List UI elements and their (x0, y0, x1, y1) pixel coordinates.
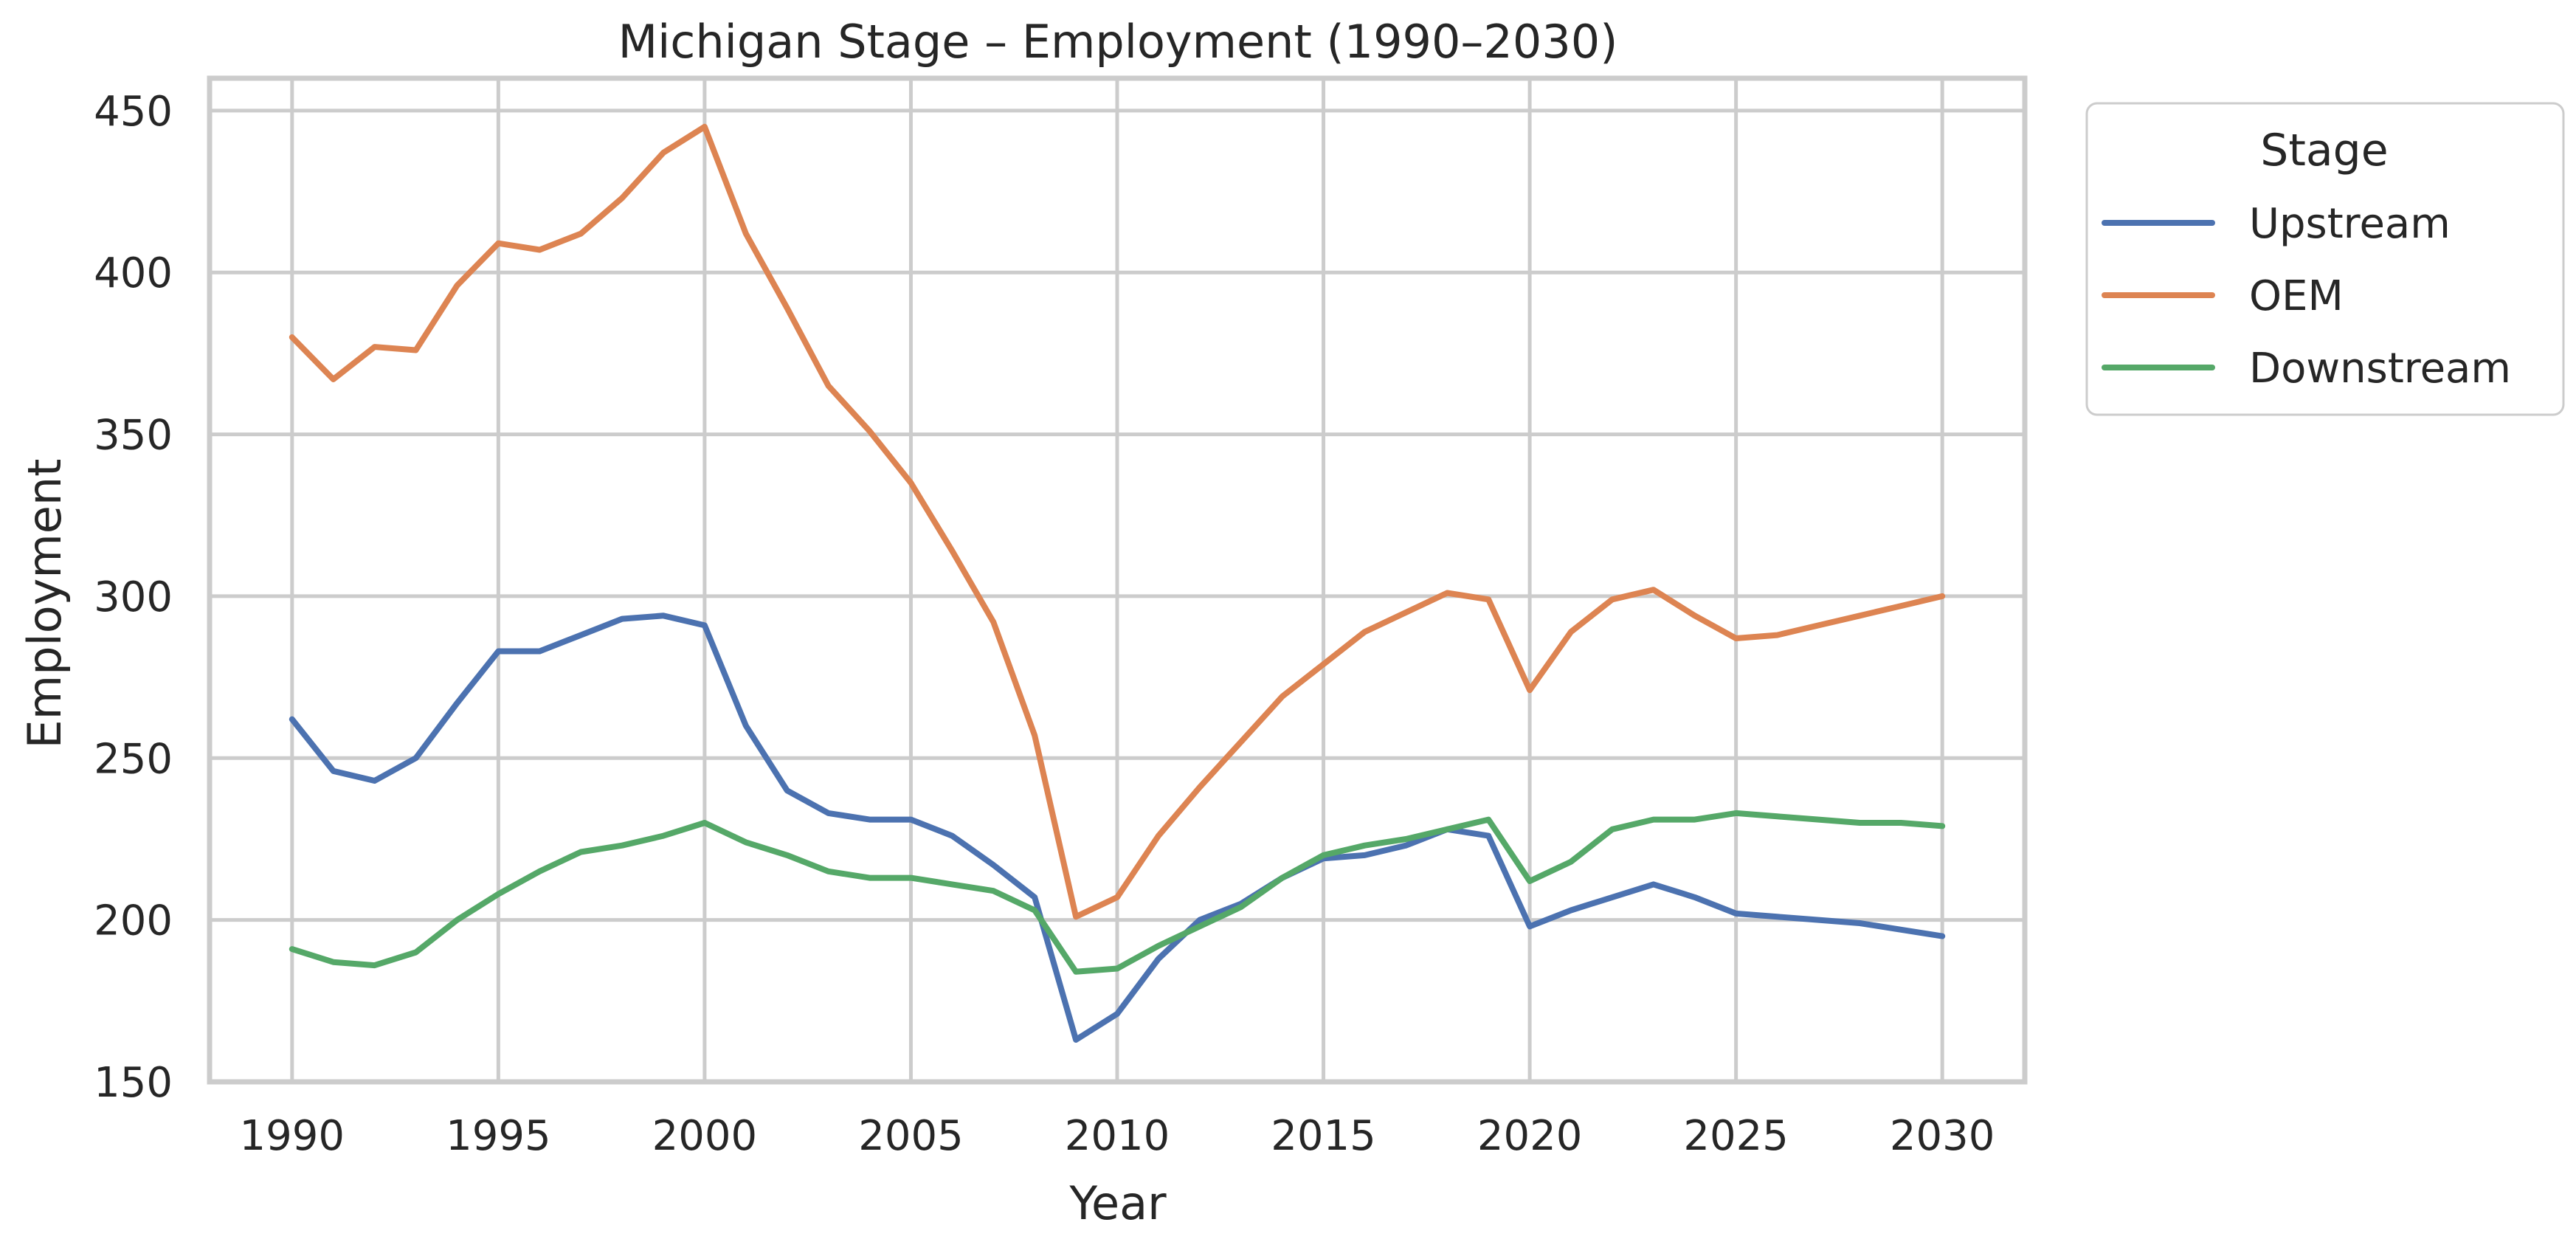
legend-label-upstream: Upstream (2249, 200, 2451, 248)
series-line-downstream (289, 810, 1946, 975)
x-tick-label: 2005 (858, 1112, 964, 1160)
legend-box (2085, 102, 2565, 416)
x-tick-label: 2030 (1890, 1112, 1995, 1160)
series-line-upstream (289, 613, 1946, 1043)
y-tick-label: 250 (94, 735, 173, 783)
y-tick-label: 350 (94, 412, 173, 460)
y-axis-label: Employment (18, 459, 72, 749)
x-tick-label: 2020 (1477, 1112, 1583, 1160)
x-axis-label: Year (1068, 1176, 1167, 1230)
x-tick-label: 1990 (240, 1112, 345, 1160)
y-tick-label: 450 (94, 88, 173, 136)
y-tick-label: 300 (94, 573, 173, 621)
x-tick-label: 1995 (446, 1112, 551, 1160)
series-lines (289, 123, 1946, 1043)
legend-title: Stage (2260, 125, 2388, 176)
y-axis: 150 200 250 300 350 400 450 (94, 88, 173, 1107)
legend: Stage Upstream OEM Downstream (2085, 102, 2565, 416)
x-tick-label: 2000 (652, 1112, 758, 1160)
y-tick-label: 150 (94, 1059, 173, 1107)
grid (210, 78, 2025, 1084)
plot-border (207, 75, 2028, 1085)
x-tick-label: 2010 (1065, 1112, 1170, 1160)
legend-items: Upstream OEM Downstream (2102, 200, 2511, 393)
y-tick-label: 200 (94, 897, 173, 945)
x-tick-label: 2015 (1271, 1112, 1376, 1160)
series-line-oem (289, 123, 1946, 920)
y-tick-label: 400 (94, 249, 173, 297)
x-axis: 1990 1995 2000 2005 2010 2015 2020 2025 2030 (240, 1112, 1995, 1160)
x-tick-label: 2025 (1683, 1112, 1789, 1160)
legend-label-oem: OEM (2249, 272, 2344, 320)
plot-frame (207, 75, 2028, 1085)
legend-label-downstream: Downstream (2249, 345, 2511, 393)
chart-title: Michigan Stage – Employment (1990–2030) (618, 15, 1618, 69)
